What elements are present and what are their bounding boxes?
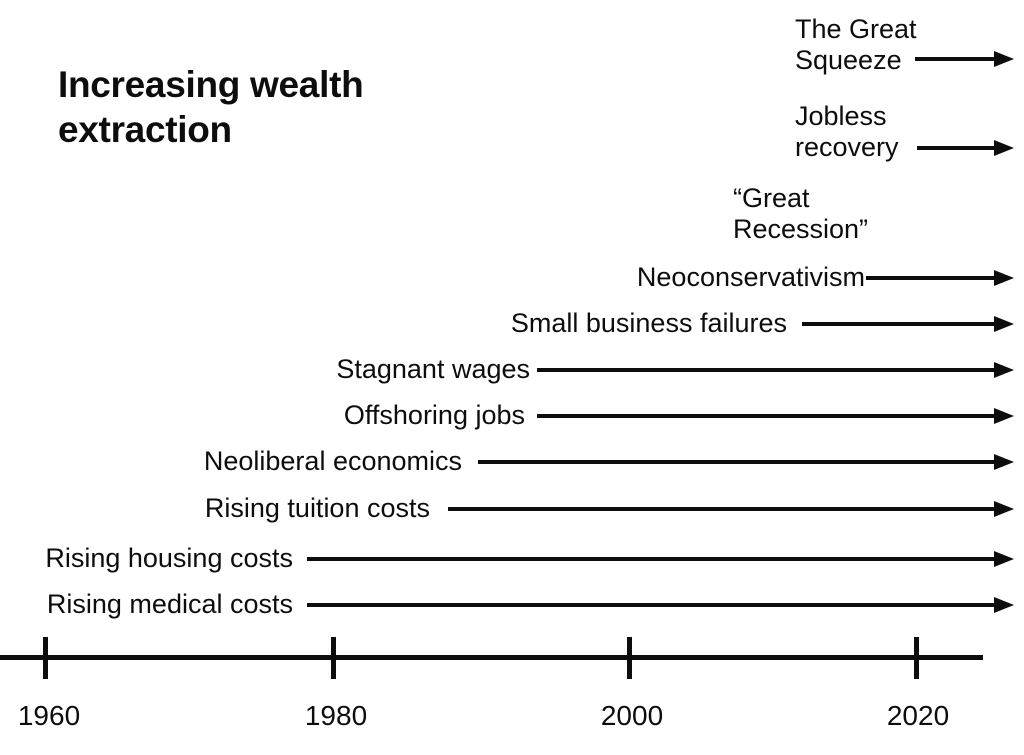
arrow-shaft <box>866 276 994 280</box>
label-small-business-failures: Small business failures <box>510 308 787 338</box>
arrow-head-icon <box>994 316 1014 332</box>
arrow-head-icon <box>994 454 1014 470</box>
arrow-head-icon <box>994 362 1014 378</box>
arrow-head-icon <box>994 270 1014 286</box>
right-arrow-icon <box>307 597 1014 613</box>
page-title: Increasing wealth extraction <box>58 64 364 150</box>
arrow-shaft <box>915 57 994 61</box>
axis-tick-1980 <box>331 637 336 679</box>
arrow-shaft <box>478 460 994 464</box>
arrow-shaft <box>307 603 994 607</box>
label-great-recession: “Great Recession” <box>733 183 869 244</box>
right-arrow-icon <box>917 140 1014 156</box>
arrow-shaft <box>307 557 994 561</box>
arrow-shaft <box>917 146 994 150</box>
arrow-shaft <box>802 322 994 326</box>
label-rising-medical-costs: Rising medical costs <box>46 589 293 619</box>
arrow-head-icon <box>994 597 1014 613</box>
label-jobless-recovery: Jobless recovery <box>795 101 899 162</box>
right-arrow-icon <box>802 316 1014 332</box>
label-rising-housing-costs: Rising housing costs <box>45 543 293 573</box>
label-rising-tuition-costs: Rising tuition costs <box>204 493 430 523</box>
arrow-shaft <box>537 368 994 372</box>
axis-tick-label-2000: 2000 <box>600 700 664 731</box>
right-arrow-icon <box>915 51 1014 67</box>
axis-tick-label-2020: 2020 <box>886 700 950 731</box>
axis-tick-label-1960: 1960 <box>17 700 81 731</box>
right-arrow-icon <box>448 501 1014 517</box>
axis-tick-2000 <box>627 637 632 679</box>
arrow-head-icon <box>994 501 1014 517</box>
label-offshoring-jobs: Offshoring jobs <box>343 400 525 430</box>
arrow-shaft <box>448 507 994 511</box>
arrow-head-icon <box>994 408 1014 424</box>
label-stagnant-wages: Stagnant wages <box>336 354 530 384</box>
right-arrow-icon <box>537 362 1014 378</box>
axis-tick-1960 <box>43 637 48 679</box>
arrow-shaft <box>537 414 994 418</box>
right-arrow-icon <box>537 408 1014 424</box>
right-arrow-icon <box>866 270 1014 286</box>
arrow-head-icon <box>994 551 1014 567</box>
label-the-great-squeeze: The Great Squeeze <box>795 14 917 75</box>
arrow-head-icon <box>994 140 1014 156</box>
axis-tick-label-1980: 1980 <box>304 700 368 731</box>
label-neoliberal-economics: Neoliberal economics <box>203 446 462 476</box>
axis-tick-2020 <box>914 637 919 679</box>
right-arrow-icon <box>478 454 1014 470</box>
right-arrow-icon <box>307 551 1014 567</box>
label-neoconservativism: Neoconservativism <box>636 262 865 292</box>
arrow-head-icon <box>994 51 1014 67</box>
timeline-axis <box>0 655 983 660</box>
